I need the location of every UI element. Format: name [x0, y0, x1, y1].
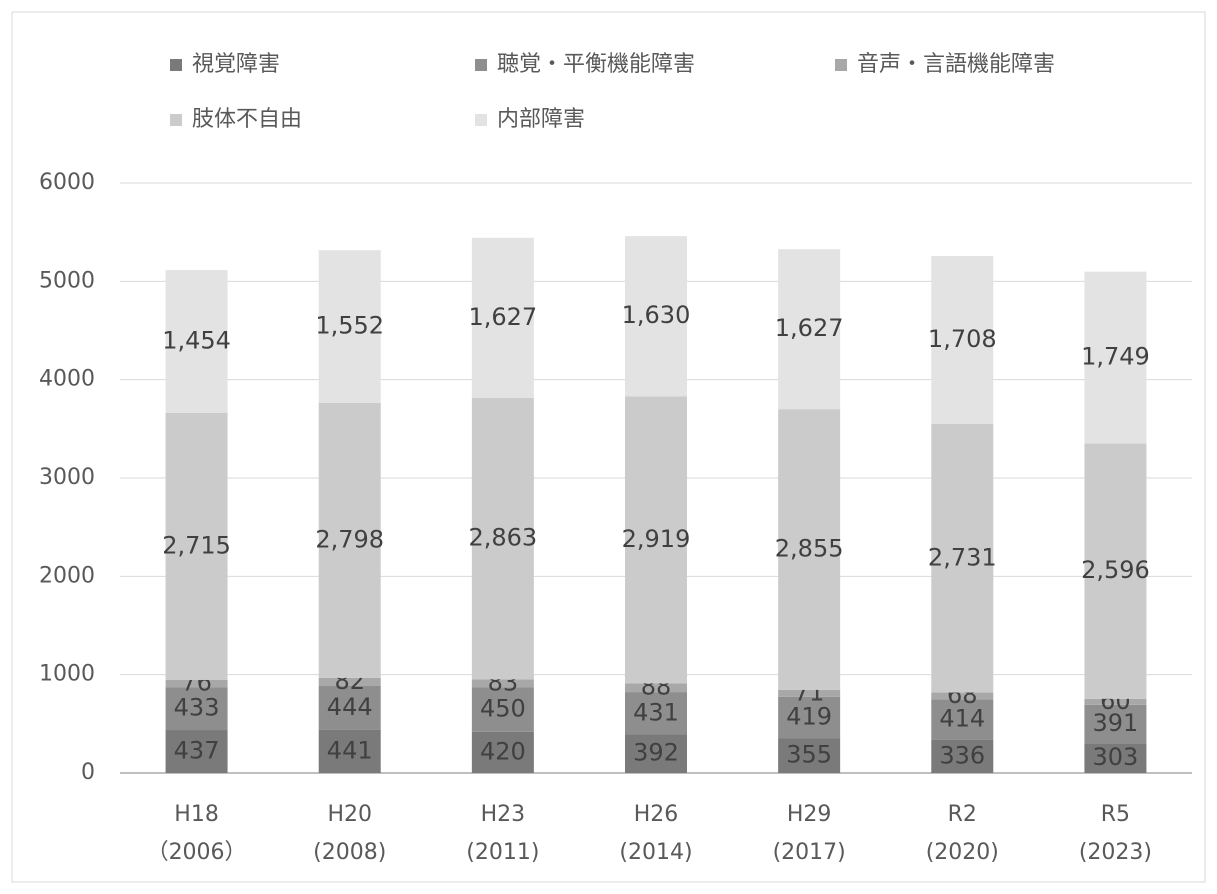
- x-tick-label: R2 (2020): [926, 802, 999, 865]
- bar-segment: [318, 402, 381, 678]
- data-label: 2,863: [468, 524, 537, 552]
- legend-label: 内部障害: [497, 107, 585, 132]
- bar-segment: [931, 739, 994, 773]
- data-label: 441: [327, 736, 373, 764]
- data-label: 419: [786, 702, 832, 730]
- y-tick-label: 4000: [39, 367, 95, 392]
- bar-segment: [471, 679, 534, 688]
- bar-segment: [778, 738, 841, 773]
- legend-swatch: [170, 59, 182, 71]
- bar-segment: [471, 731, 534, 773]
- bar-segment: [1084, 743, 1147, 773]
- bar-segment: [471, 237, 534, 398]
- data-label: 2,731: [928, 543, 997, 571]
- legend-swatch: [475, 59, 487, 71]
- data-label: 355: [786, 741, 832, 769]
- bar-segment: [318, 729, 381, 773]
- bar-segment: [165, 413, 228, 680]
- data-label: 1,630: [622, 301, 691, 329]
- bar-segment: [931, 256, 994, 425]
- bar-segment: [931, 692, 994, 700]
- bar-segment: [625, 692, 687, 735]
- x-tick-label: H23 (2011): [466, 802, 539, 865]
- y-tick-label: 0: [81, 760, 95, 785]
- x-tick-label: H26 (2014): [619, 802, 692, 865]
- y-tick-label: 3000: [39, 465, 95, 490]
- data-label: 1,627: [775, 314, 844, 342]
- data-label: 1,708: [928, 325, 997, 353]
- data-label: 392: [633, 739, 679, 767]
- data-label: 414: [939, 705, 985, 733]
- legend-label: 聴覚・平衡機能障害: [497, 52, 695, 77]
- data-label: 431: [633, 698, 679, 726]
- bar-segment: [778, 409, 841, 690]
- x-tick-label: H20 (2008): [313, 802, 386, 865]
- bar-segment: [165, 270, 228, 414]
- bar-segment: [778, 249, 841, 410]
- bar-segment: [318, 677, 381, 686]
- data-label: 1,454: [162, 327, 231, 355]
- data-label: 2,596: [1081, 556, 1150, 584]
- y-tick-label: 5000: [39, 268, 95, 293]
- legend-label: 肢体不自由: [192, 107, 302, 132]
- legend-label: 視覚障害: [192, 52, 280, 77]
- bar-segment: [1084, 271, 1147, 444]
- data-label: 2,919: [622, 525, 691, 553]
- data-label: 1,627: [468, 303, 537, 331]
- bar-segment: [1084, 443, 1147, 699]
- bar-segment: [931, 699, 994, 740]
- legend-swatch: [170, 114, 182, 126]
- data-label: 1,749: [1081, 343, 1150, 371]
- data-label: 433: [174, 694, 220, 722]
- data-label: 391: [1093, 709, 1139, 737]
- data-label: 1,552: [315, 311, 384, 339]
- bar-segment: [625, 236, 687, 397]
- data-label: 2,798: [315, 525, 384, 553]
- data-label: 450: [480, 695, 526, 723]
- bar-segment: [1084, 704, 1147, 744]
- bar-segment: [165, 687, 228, 731]
- bar-segment: [471, 397, 534, 680]
- legend-swatch: [835, 59, 847, 71]
- data-label: 437: [174, 737, 220, 765]
- x-tick-label: H18 （2006）: [147, 802, 247, 865]
- bar-segment: [471, 687, 534, 732]
- bar-segment: [625, 396, 687, 684]
- y-tick-label: 2000: [39, 563, 95, 588]
- data-label: 336: [939, 741, 985, 769]
- bar-segment: [165, 730, 228, 773]
- bar-segment: [318, 250, 381, 403]
- data-label: 2,715: [162, 531, 231, 559]
- bar-segment: [778, 696, 841, 739]
- data-label: 2,855: [775, 535, 844, 563]
- data-label: 444: [327, 693, 373, 721]
- bar-segment: [318, 685, 381, 730]
- data-label: 420: [480, 737, 526, 765]
- bar-segment: [778, 689, 841, 697]
- legend-swatch: [475, 114, 487, 126]
- x-tick-label: H29 (2017): [773, 802, 846, 865]
- y-tick-label: 6000: [39, 170, 95, 195]
- x-tick-label: R5 (2023): [1079, 802, 1152, 865]
- data-label: 303: [1093, 743, 1139, 771]
- y-tick-label: 1000: [39, 662, 95, 687]
- bar-segment: [625, 734, 687, 773]
- legend-label: 音声・言語機能障害: [857, 52, 1055, 77]
- bar-segment: [165, 679, 228, 688]
- bar-segment: [625, 683, 687, 693]
- bar-segment: [1084, 698, 1147, 705]
- bar-segment: [931, 424, 994, 693]
